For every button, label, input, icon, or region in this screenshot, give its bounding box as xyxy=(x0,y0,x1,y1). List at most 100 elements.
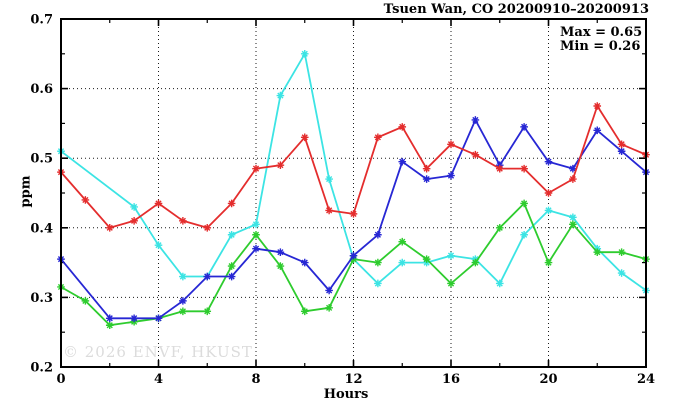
marker-green xyxy=(374,258,382,267)
marker-red xyxy=(471,150,480,159)
marker-blue xyxy=(569,164,577,173)
marker-green xyxy=(422,255,431,263)
marker-cyan xyxy=(374,279,382,288)
marker-cyan xyxy=(544,206,553,215)
marker-cyan xyxy=(325,175,333,183)
y-tick-label: 0.5 xyxy=(30,152,53,167)
marker-blue xyxy=(422,175,431,183)
marker-cyan xyxy=(130,203,138,211)
marker-red xyxy=(105,224,114,232)
y-tick-label: 0.3 xyxy=(30,291,53,306)
marker-blue xyxy=(130,314,138,323)
marker-red xyxy=(252,164,260,173)
marker-blue xyxy=(374,230,382,239)
marker-blue xyxy=(447,171,455,180)
chart-title: Tsuen Wan, CO 20200910–20200913 xyxy=(383,2,649,17)
marker-green xyxy=(544,258,553,267)
y-axis-label: ppm xyxy=(18,175,34,208)
marker-cyan xyxy=(300,50,309,58)
marker-red xyxy=(154,199,163,208)
x-tick-label: 8 xyxy=(251,372,260,387)
marker-red xyxy=(374,133,382,142)
marker-red xyxy=(520,164,528,173)
y-tick-label: 0.7 xyxy=(30,13,53,28)
marker-blue xyxy=(203,272,212,281)
marker-green xyxy=(569,220,577,229)
marker-green xyxy=(105,321,114,330)
marker-blue xyxy=(349,251,358,260)
series-line-red xyxy=(60,105,647,229)
marker-green xyxy=(227,262,236,270)
watermark: © 2026 ENVF, HKUST xyxy=(63,343,253,361)
marker-blue xyxy=(179,297,187,305)
marker-cyan xyxy=(154,241,163,249)
marker-red xyxy=(593,102,602,110)
marker-red xyxy=(325,206,333,215)
marker-blue xyxy=(227,272,236,281)
y-tick-label: 0.4 xyxy=(30,221,53,236)
marker-green xyxy=(495,224,504,232)
marker-green xyxy=(81,297,90,305)
series-line-blue xyxy=(60,119,647,320)
marker-blue xyxy=(325,286,333,295)
marker-red xyxy=(300,133,309,142)
marker-green xyxy=(447,279,455,288)
marker-green xyxy=(179,307,187,316)
x-tick-label: 24 xyxy=(637,372,655,387)
marker-blue xyxy=(520,123,528,131)
marker-red xyxy=(617,140,626,149)
y-tick-label: 0.6 xyxy=(30,82,53,97)
marker-blue xyxy=(252,244,260,253)
marker-red xyxy=(276,161,285,169)
marker-cyan xyxy=(617,269,626,277)
marker-cyan xyxy=(447,251,455,260)
marker-red xyxy=(349,210,358,218)
marker-green xyxy=(300,307,309,316)
stats-box: Max = 0.65 Min = 0.26 xyxy=(560,26,642,54)
marker-green xyxy=(398,237,407,246)
marker-cyan xyxy=(252,220,260,229)
marker-red xyxy=(81,196,90,204)
marker-blue xyxy=(276,248,285,256)
marker-cyan xyxy=(398,258,407,267)
marker-red xyxy=(422,164,431,173)
series-line-green xyxy=(60,202,647,327)
marker-cyan xyxy=(569,213,577,222)
marker-cyan xyxy=(227,230,236,239)
marker-green xyxy=(520,199,528,208)
marker-cyan xyxy=(520,230,528,239)
plot-frame xyxy=(60,18,647,368)
marker-blue xyxy=(300,258,309,267)
marker-blue xyxy=(593,126,602,135)
marker-green xyxy=(325,304,333,312)
x-tick-label: 20 xyxy=(539,372,557,387)
stat-max: Max = 0.65 xyxy=(560,25,643,40)
marker-red xyxy=(203,224,212,232)
marker-cyan xyxy=(276,91,285,100)
marker-blue xyxy=(471,116,480,124)
x-tick-label: 0 xyxy=(56,372,65,387)
marker-green xyxy=(276,262,285,270)
marker-blue xyxy=(154,314,163,323)
marker-blue xyxy=(105,314,114,323)
stat-min: Min = 0.26 xyxy=(560,39,641,54)
marker-red xyxy=(544,189,553,197)
marker-cyan xyxy=(179,272,187,281)
marker-blue xyxy=(398,157,407,166)
y-tick-label: 0.2 xyxy=(30,361,53,376)
marker-green xyxy=(203,307,212,316)
marker-red xyxy=(130,217,138,225)
marker-cyan xyxy=(495,279,504,288)
marker-red xyxy=(447,140,455,149)
marker-red xyxy=(495,164,504,173)
x-tick-label: 4 xyxy=(154,372,163,387)
marker-green xyxy=(252,230,260,239)
marker-blue xyxy=(617,147,626,156)
marker-green xyxy=(593,248,602,256)
marker-green xyxy=(471,258,480,267)
marker-green xyxy=(617,248,626,256)
x-tick-label: 16 xyxy=(442,372,460,387)
marker-red xyxy=(569,175,577,183)
